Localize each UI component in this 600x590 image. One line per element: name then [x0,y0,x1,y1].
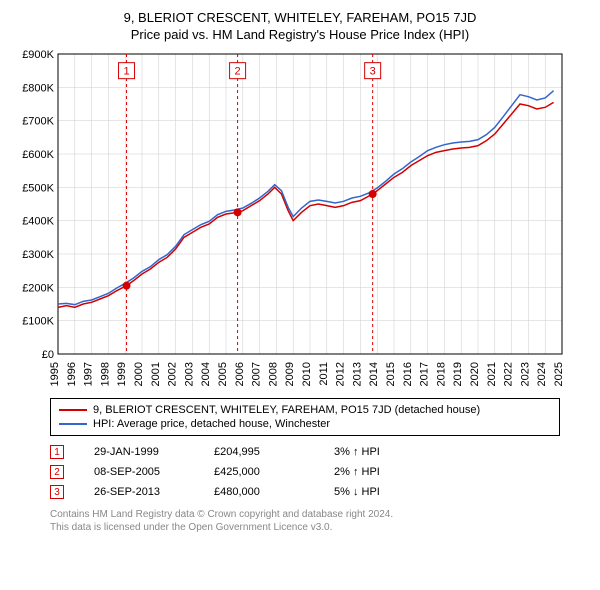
svg-text:2019: 2019 [452,362,464,386]
sale-badge: 3 [50,485,64,499]
legend-box: 9, BLERIOT CRESCENT, WHITELEY, FAREHAM, … [50,398,560,436]
sale-price: £480,000 [214,486,314,498]
sale-pct: 3% ↑ HPI [334,446,380,458]
sales-table: 1 29-JAN-1999 £204,995 3% ↑ HPI 2 08-SEP-2005… [50,442,560,502]
sale-pct: 5% ↓ HPI [334,486,380,498]
svg-text:£400K: £400K [22,216,54,228]
svg-text:2012: 2012 [335,362,347,386]
sale-row: 2 08-SEP-2005 £425,000 2% ↑ HPI [50,462,560,482]
svg-text:1997: 1997 [83,362,95,386]
svg-text:£600K: £600K [22,149,54,161]
sale-price: £425,000 [214,466,314,478]
line-chart: £0 £100K £200K £300K £400K £500K £600K £700K £80… [10,50,570,390]
svg-text:£300K: £300K [22,249,54,261]
sale-pct: 2% ↑ HPI [334,466,380,478]
svg-text:2000: 2000 [133,362,145,386]
sale-price: £204,995 [214,446,314,458]
svg-text:2002: 2002 [167,362,179,386]
chart-area: £0 £100K £200K £300K £400K £500K £600K £700K £80… [10,50,590,390]
svg-text:2021: 2021 [486,362,498,386]
svg-text:2015: 2015 [385,362,397,386]
svg-text:£500K: £500K [22,182,54,194]
legend-swatch [59,409,87,411]
svg-text:2009: 2009 [284,362,296,386]
svg-text:2001: 2001 [150,362,162,386]
svg-text:2008: 2008 [267,362,279,386]
footer-line2: This data is licensed under the Open Gov… [50,521,560,534]
svg-text:1996: 1996 [66,362,78,386]
svg-text:2007: 2007 [251,362,263,386]
svg-text:2016: 2016 [402,362,414,386]
svg-text:1995: 1995 [49,362,61,386]
svg-text:2024: 2024 [536,362,548,386]
sale-date: 26-SEP-2013 [94,486,194,498]
svg-text:2023: 2023 [519,362,531,386]
svg-text:2022: 2022 [503,362,515,386]
sale-badge: 2 [50,465,64,479]
svg-text:3: 3 [370,66,376,78]
legend-label: 9, BLERIOT CRESCENT, WHITELEY, FAREHAM, … [93,404,480,416]
sale-date: 29-JAN-1999 [94,446,194,458]
svg-text:2018: 2018 [435,362,447,386]
legend-row: 9, BLERIOT CRESCENT, WHITELEY, FAREHAM, … [59,403,551,417]
svg-text:2004: 2004 [200,362,212,386]
svg-text:£100K: £100K [22,316,54,328]
svg-text:2017: 2017 [419,362,431,386]
svg-text:1998: 1998 [99,362,111,386]
svg-text:£0: £0 [42,349,54,361]
legend-row: HPI: Average price, detached house, Winc… [59,417,551,431]
svg-text:2025: 2025 [553,362,565,386]
svg-text:1: 1 [123,66,129,78]
svg-text:2: 2 [235,66,241,78]
svg-text:£900K: £900K [22,50,54,61]
legend-swatch [59,423,87,425]
footer-attribution: Contains HM Land Registry data © Crown c… [50,508,560,534]
svg-text:2013: 2013 [351,362,363,386]
sale-badge: 1 [50,445,64,459]
svg-text:2010: 2010 [301,362,313,386]
chart-container: 9, BLERIOT CRESCENT, WHITELEY, FAREHAM, … [0,0,600,542]
svg-text:1999: 1999 [116,362,128,386]
svg-text:2006: 2006 [234,362,246,386]
sale-date: 08-SEP-2005 [94,466,194,478]
svg-text:£200K: £200K [22,282,54,294]
chart-title: 9, BLERIOT CRESCENT, WHITELEY, FAREHAM, … [10,10,590,25]
svg-text:£700K: £700K [22,116,54,128]
svg-text:2011: 2011 [318,362,330,386]
svg-text:2020: 2020 [469,362,481,386]
chart-subtitle: Price paid vs. HM Land Registry's House … [10,27,590,42]
svg-text:2014: 2014 [368,362,380,386]
svg-text:2003: 2003 [183,362,195,386]
legend-label: HPI: Average price, detached house, Winc… [93,418,330,430]
sale-row: 1 29-JAN-1999 £204,995 3% ↑ HPI [50,442,560,462]
svg-text:£800K: £800K [22,82,54,94]
footer-line1: Contains HM Land Registry data © Crown c… [50,508,560,521]
svg-text:2005: 2005 [217,362,229,386]
sale-row: 3 26-SEP-2013 £480,000 5% ↓ HPI [50,482,560,502]
